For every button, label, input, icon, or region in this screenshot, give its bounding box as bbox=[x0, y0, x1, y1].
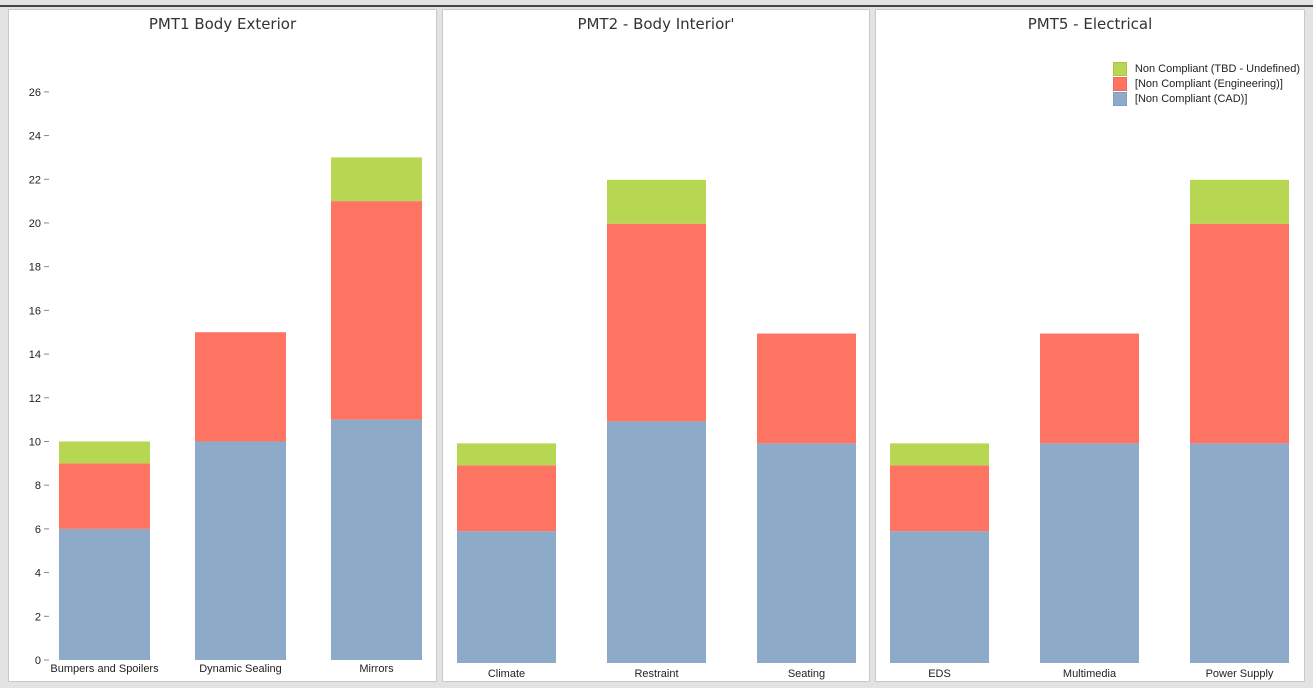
bar-segment bbox=[457, 465, 556, 532]
chart-title: PMT1 Body Exterior bbox=[148, 15, 297, 33]
category-label: Bumpers and Spoilers bbox=[50, 663, 159, 675]
y-tick-label: 2 bbox=[35, 611, 41, 623]
y-tick-label: 14 bbox=[29, 349, 41, 361]
legend-label: Non Compliant (TBD - Undefined) bbox=[1134, 62, 1300, 75]
category-label: Seating bbox=[788, 668, 825, 680]
y-tick-label: 16 bbox=[29, 305, 41, 317]
bar-segment bbox=[59, 528, 150, 660]
bar-segment bbox=[331, 201, 422, 420]
legend-item: Non Compliant (TBD - Undefined) bbox=[1112, 61, 1300, 76]
chart-title: PMT2 - Body Interior' bbox=[577, 15, 735, 33]
bar-segment bbox=[195, 441, 286, 660]
bar-segment bbox=[1190, 223, 1289, 444]
legend-item: [Non Compliant (Engineering)] bbox=[1112, 76, 1300, 91]
bar-segment bbox=[457, 531, 556, 663]
category-label: Dynamic Sealing bbox=[199, 663, 282, 675]
chart-title: PMT5 - Electrical bbox=[1027, 15, 1153, 33]
bar-segment bbox=[607, 179, 706, 224]
chart-panel-pmt2: PMT2 - Body Interior' Climate Restraint Se… bbox=[442, 9, 870, 682]
bar-segment bbox=[607, 421, 706, 663]
chart-plot-area: EDS Multimedia Power Supply bbox=[890, 179, 1289, 680]
bar-segment bbox=[757, 333, 856, 444]
y-tick-label: 8 bbox=[35, 480, 41, 492]
bar-segment bbox=[331, 157, 422, 202]
y-tick-label: 26 bbox=[29, 87, 41, 99]
bar-segment bbox=[59, 441, 150, 464]
category-label: Multimedia bbox=[1063, 668, 1117, 680]
y-tick-label: 18 bbox=[29, 262, 41, 274]
category-label: Climate bbox=[488, 668, 525, 680]
legend-swatch-cad bbox=[1112, 91, 1127, 106]
bar-segment bbox=[1190, 443, 1289, 663]
y-tick-label: 10 bbox=[29, 436, 41, 448]
bar-segment bbox=[195, 332, 286, 442]
legend-swatch-tbd bbox=[1112, 61, 1127, 76]
category-label: EDS bbox=[928, 668, 951, 680]
bar-segment bbox=[607, 223, 706, 422]
top-border-line bbox=[0, 5, 1313, 7]
bar-segment bbox=[1040, 333, 1139, 444]
legend-item: [Non Compliant (CAD)] bbox=[1112, 91, 1300, 106]
chart-panel-pmt5: PMT5 - Electrical EDS Multimedia Power Sup… bbox=[875, 9, 1305, 682]
legend-swatch-engineering bbox=[1112, 76, 1127, 91]
chart-legend: Non Compliant (TBD - Undefined) [Non Com… bbox=[1112, 61, 1300, 106]
y-tick-label: 12 bbox=[29, 393, 41, 405]
y-tick-label: 22 bbox=[29, 174, 41, 186]
bar-segment bbox=[1190, 179, 1289, 224]
bar-segment bbox=[757, 443, 856, 663]
y-tick-label: 20 bbox=[29, 218, 41, 230]
legend-label: [Non Compliant (Engineering)] bbox=[1134, 77, 1283, 90]
chart-plot-area: Climate Restraint Seating bbox=[457, 179, 856, 680]
chart-panel-pmt1: PMT1 Body Exterior 0 2 4 6 8 10 12 14 16 18 20 22 24… bbox=[8, 9, 437, 682]
y-tick-label: 6 bbox=[35, 524, 41, 536]
category-label: Power Supply bbox=[1206, 668, 1274, 680]
bar-segment bbox=[890, 443, 989, 466]
bar-segment bbox=[890, 465, 989, 532]
category-label: Restraint bbox=[634, 668, 678, 680]
bar-segment bbox=[1040, 443, 1139, 663]
y-tick-label: 4 bbox=[35, 568, 41, 580]
category-label: Mirrors bbox=[359, 663, 394, 675]
bar-segment bbox=[890, 531, 989, 663]
bar-segment bbox=[59, 463, 150, 529]
bar-segment bbox=[457, 443, 556, 466]
y-tick-label: 0 bbox=[35, 655, 41, 667]
y-tick-label: 24 bbox=[29, 131, 41, 143]
legend-label: [Non Compliant (CAD)] bbox=[1134, 92, 1248, 105]
bar-segment bbox=[331, 419, 422, 660]
